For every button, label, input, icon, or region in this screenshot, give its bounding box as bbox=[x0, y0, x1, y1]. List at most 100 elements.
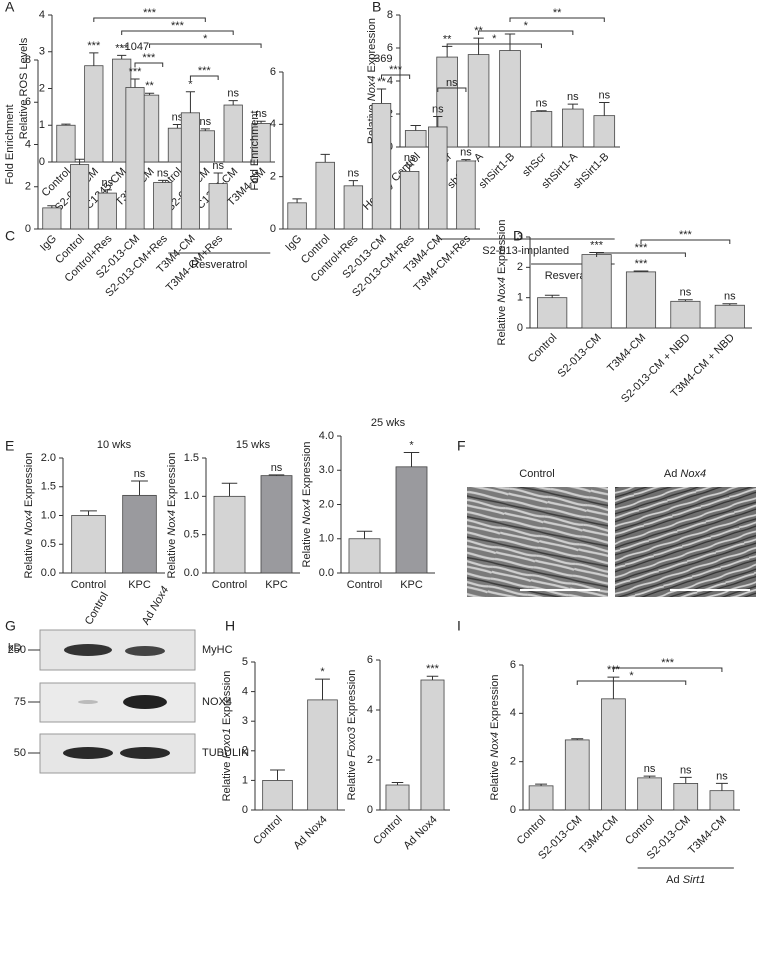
error-bar bbox=[144, 92, 155, 96]
error-bar bbox=[292, 198, 302, 203]
y-tick-label: 3 bbox=[517, 231, 523, 243]
y-tick-label: 1.5 bbox=[184, 452, 199, 464]
x-tick-label: Control bbox=[623, 814, 657, 848]
bar bbox=[71, 515, 106, 574]
y-tick-label: 2 bbox=[510, 756, 516, 768]
column-label-part: Control bbox=[83, 590, 111, 627]
blot-label: MyHC bbox=[202, 644, 233, 656]
significance-label: ns bbox=[134, 468, 146, 480]
bar bbox=[180, 112, 200, 230]
bar bbox=[456, 160, 476, 230]
bracket bbox=[640, 239, 731, 244]
significance-label: ** bbox=[443, 33, 452, 45]
x-tick-label: Control bbox=[251, 814, 285, 848]
x-tick-label: KPC bbox=[128, 579, 151, 591]
band bbox=[63, 747, 113, 759]
y-axis-label-part: Foxo1 bbox=[221, 728, 233, 759]
y-axis-label-part: Nox4 bbox=[23, 510, 35, 536]
y-tick-label: 0 bbox=[367, 804, 373, 816]
significance-label: ns bbox=[680, 764, 692, 776]
group-label-part: Ad bbox=[666, 874, 683, 886]
bracket-label: ns bbox=[446, 77, 458, 89]
y-tick-label: 3.0 bbox=[319, 464, 334, 476]
bar bbox=[673, 783, 699, 811]
y-axis-label-part: Relative bbox=[23, 536, 35, 579]
image-label-part: Control bbox=[519, 468, 554, 480]
y-axis-label-part: Nox4 bbox=[301, 499, 313, 525]
bar bbox=[56, 124, 76, 163]
bar bbox=[223, 104, 243, 163]
bar bbox=[637, 777, 662, 811]
bar bbox=[315, 161, 335, 230]
y-tick-label: 1 bbox=[242, 774, 248, 786]
significance-label: ns bbox=[724, 291, 736, 303]
significance-label: *** bbox=[635, 258, 649, 270]
bar bbox=[42, 207, 62, 230]
band bbox=[64, 644, 112, 656]
significance-label: ns bbox=[567, 91, 579, 103]
error-bar bbox=[433, 115, 443, 127]
y-tick-label: 2 bbox=[25, 181, 31, 193]
x-tick-label: Control bbox=[526, 332, 560, 366]
y-axis-label-part: Relative bbox=[221, 759, 233, 802]
significance-label: ns bbox=[157, 167, 169, 179]
significance-label: ns bbox=[404, 152, 416, 164]
x-tick-label: T3M4-CM bbox=[605, 332, 648, 375]
group-label-part: Sirt1 bbox=[683, 874, 706, 886]
bracket-label: *** bbox=[389, 64, 403, 76]
y-tick-label: 0.5 bbox=[184, 529, 199, 541]
y-tick-label: 1.0 bbox=[319, 533, 334, 545]
error-bar bbox=[268, 474, 285, 476]
bracket bbox=[576, 680, 687, 685]
y-tick-label: 2 bbox=[39, 82, 45, 94]
x-tick-label: T3M4-CM bbox=[686, 814, 729, 857]
error-bar bbox=[61, 123, 71, 126]
bracket bbox=[149, 43, 262, 48]
bar bbox=[122, 494, 157, 574]
bar bbox=[371, 103, 392, 230]
bracket bbox=[478, 30, 574, 35]
bar bbox=[307, 699, 338, 811]
y-tick-label: 4.0 bbox=[319, 430, 334, 442]
bar bbox=[467, 54, 490, 148]
bracket bbox=[509, 17, 605, 22]
panel-label: H bbox=[225, 618, 235, 634]
bracket bbox=[134, 62, 164, 67]
y-tick-label: 6 bbox=[510, 659, 516, 671]
y-tick-label: 4 bbox=[387, 75, 393, 87]
bracket bbox=[612, 667, 723, 672]
bracket-label: ** bbox=[553, 7, 562, 19]
bar bbox=[709, 790, 735, 811]
y-axis-label: Fold Enrichment bbox=[4, 104, 16, 184]
y-axis-label-part: Relative bbox=[301, 525, 313, 568]
significance-label: *** bbox=[87, 40, 101, 52]
y-tick-label: 1.0 bbox=[184, 490, 199, 502]
bar bbox=[348, 538, 381, 574]
image-label: Control bbox=[519, 468, 554, 480]
x-tick-label: S2-013-CM bbox=[556, 332, 604, 380]
y-tick-label: 2.0 bbox=[319, 498, 334, 510]
error-bar bbox=[117, 54, 127, 60]
panel-label: A bbox=[5, 0, 15, 15]
y-tick-label: 4 bbox=[39, 9, 45, 21]
bar bbox=[670, 300, 701, 329]
bar bbox=[528, 785, 554, 811]
group-label: S2-013-implanted bbox=[482, 245, 569, 257]
error-bar bbox=[473, 37, 484, 55]
bracket bbox=[121, 30, 234, 35]
bar bbox=[153, 182, 173, 230]
chart-title: -1047 bbox=[121, 41, 149, 53]
y-axis-label-part: Relative bbox=[166, 536, 178, 579]
error-bar bbox=[722, 303, 738, 306]
bar bbox=[260, 475, 293, 574]
bar bbox=[562, 108, 584, 148]
error-bar bbox=[535, 783, 548, 786]
error-bar bbox=[410, 125, 421, 131]
y-axis-label-part: Relative bbox=[496, 303, 508, 346]
bar bbox=[537, 297, 568, 329]
bracket-label: *** bbox=[679, 229, 693, 241]
significance-label: * bbox=[409, 439, 414, 451]
bar bbox=[625, 271, 657, 329]
chart-title: 15 wks bbox=[236, 439, 271, 451]
